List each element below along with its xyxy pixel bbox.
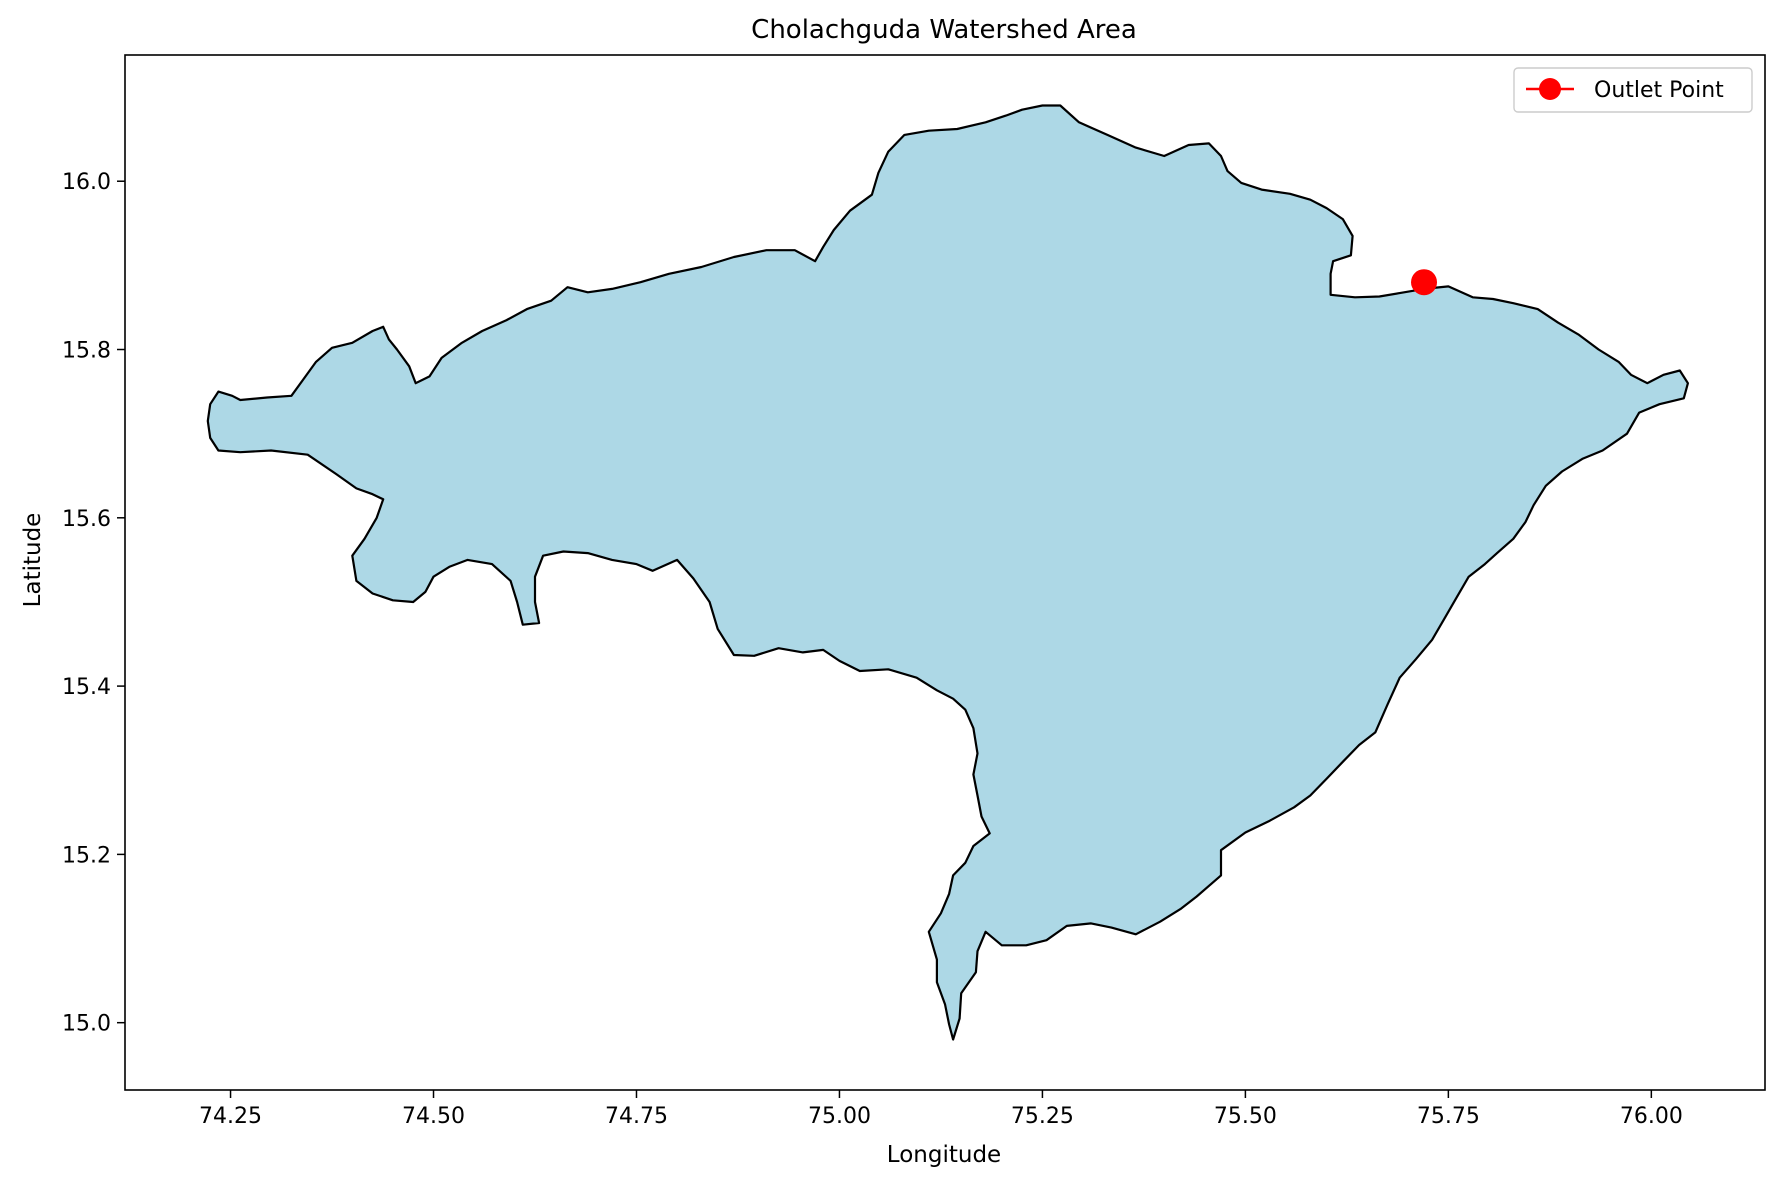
x-tick-label: 76.00 [1620, 1104, 1683, 1129]
x-tick-label: 75.50 [1214, 1104, 1277, 1129]
legend-frame [1513, 67, 1753, 113]
y-tick-label: 15.8 [62, 339, 111, 364]
chart-title: Cholachguda Watershed Area [751, 15, 1137, 45]
x-tick-label: 75.75 [1417, 1104, 1480, 1129]
x-tick-label: 74.75 [605, 1104, 668, 1129]
y-tick-label: 15.0 [62, 1012, 111, 1037]
y-tick-label: 15.4 [62, 675, 111, 700]
y-tick-label: 16.0 [62, 170, 111, 195]
y-tick-label: 15.2 [62, 843, 111, 868]
outlet-point-marker [1411, 269, 1438, 296]
x-tick-label: 74.50 [402, 1104, 465, 1129]
x-tick-label: 75.00 [808, 1104, 871, 1129]
plot-area [206, 104, 1689, 1041]
legend-marker-dot [1539, 78, 1561, 100]
axes-frame [124, 54, 1766, 1091]
x-tick-label: 74.25 [199, 1104, 262, 1129]
y-axis-label: Latitude [20, 513, 46, 608]
y-tick-label: 15.6 [62, 507, 111, 532]
watershed-polygon [206, 104, 1689, 1041]
legend-label-outlet-point: Outlet Point [1594, 78, 1724, 103]
legend: Outlet Point [1513, 67, 1753, 113]
x-tick-label: 75.25 [1011, 1104, 1074, 1129]
y-axis-ticks: 15.0 15.2 15.4 15.6 15.8 16.0 [62, 170, 125, 1037]
x-axis-ticks: 74.25 74.50 74.75 75.00 75.25 75.50 75.75 76.00 [199, 1090, 1683, 1129]
x-axis-label: Longitude [887, 1142, 1001, 1168]
